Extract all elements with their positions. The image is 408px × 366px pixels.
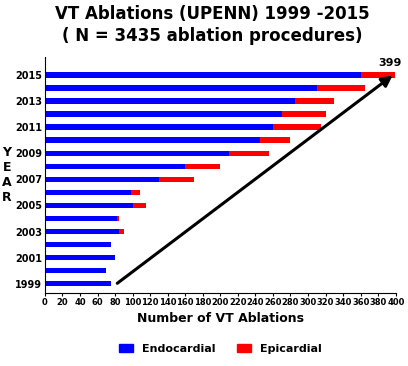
Bar (45, 138, 260, 143)
Bar (317, 85, 365, 91)
Bar (45, 229, 120, 234)
Text: ( N = 3435 ablation procedures): ( N = 3435 ablation procedures) (62, 27, 362, 45)
Bar (361, 72, 395, 78)
Bar (120, 229, 124, 234)
Bar (295, 98, 335, 104)
Bar (45, 150, 229, 156)
Bar (45, 268, 106, 273)
Bar (185, 164, 220, 169)
Legend: Endocardial, Epicardial: Endocardial, Epicardial (115, 339, 326, 358)
Text: VT Ablations (UPENN) 1999 -2015: VT Ablations (UPENN) 1999 -2015 (55, 5, 370, 23)
Bar (45, 98, 295, 104)
Bar (282, 111, 326, 117)
Bar (45, 124, 273, 130)
Bar (117, 216, 120, 221)
Bar (45, 203, 133, 208)
Bar (45, 216, 117, 221)
Bar (229, 150, 268, 156)
Bar (45, 164, 185, 169)
Bar (45, 72, 361, 78)
Bar (45, 190, 131, 195)
Y-axis label: Y
E
A
R: Y E A R (2, 146, 11, 204)
Bar (45, 255, 115, 260)
Bar (45, 176, 159, 182)
Bar (45, 242, 111, 247)
Bar (260, 138, 290, 143)
Bar (133, 203, 146, 208)
Bar (45, 281, 111, 287)
X-axis label: Number of VT Ablations: Number of VT Ablations (137, 311, 304, 325)
Bar (45, 85, 317, 91)
Bar (159, 176, 194, 182)
Bar (131, 190, 140, 195)
Bar (273, 124, 321, 130)
Bar (45, 111, 282, 117)
Text: 399: 399 (379, 58, 402, 68)
